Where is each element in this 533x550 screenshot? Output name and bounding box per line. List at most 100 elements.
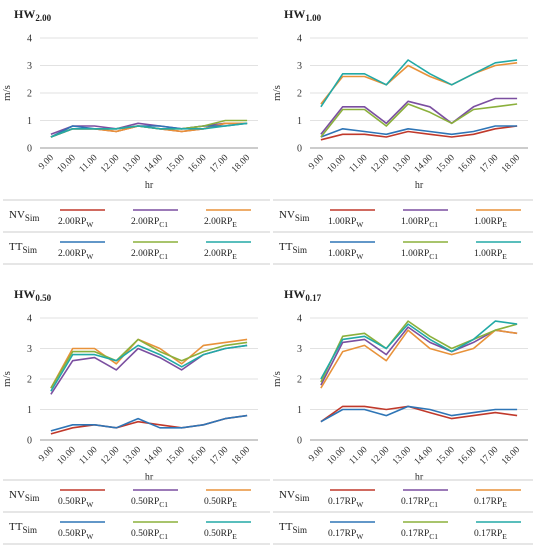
x-tick-label: 11.00 bbox=[348, 445, 370, 467]
panel-title: HW2.00 bbox=[14, 8, 51, 24]
legend-item-label-sub: W bbox=[86, 500, 94, 509]
legend-item-label-sub: E bbox=[502, 220, 507, 229]
x-tick-label: 16.00 bbox=[186, 445, 208, 467]
legend-row-label: TTSim bbox=[279, 241, 307, 255]
legend-item-label-main: 0.50RP bbox=[131, 497, 159, 507]
x-axis-title: hr bbox=[415, 472, 424, 483]
legend-item-label: 0.17RPW bbox=[328, 497, 364, 509]
legend-item-label: 0.17RPE bbox=[474, 497, 507, 509]
y-tick-label: 1 bbox=[27, 116, 32, 127]
y-tick-label: 3 bbox=[27, 61, 32, 72]
legend-row-label-sub: Sim bbox=[22, 245, 37, 255]
panel-title: HW0.17 bbox=[284, 288, 321, 304]
legend-row-label-main: TT bbox=[279, 521, 293, 533]
x-tick-label: 16.00 bbox=[456, 153, 478, 175]
x-tick-label: 11.00 bbox=[78, 153, 100, 175]
legend-row-label-main: NV bbox=[279, 489, 295, 501]
legend-row-label-main: NV bbox=[279, 209, 295, 221]
x-tick-label: 12.00 bbox=[369, 153, 391, 175]
x-tick-label: 17.00 bbox=[208, 153, 230, 175]
legend-row-label: TTSim bbox=[9, 521, 37, 535]
x-tick-label: 17.00 bbox=[478, 153, 500, 175]
legend-item-label: 0.17RPC1 bbox=[401, 529, 438, 541]
legend-item-label: 0.50RPE bbox=[204, 529, 237, 541]
legend-item-label-sub: E bbox=[232, 532, 237, 541]
legend-item-label-sub: C1 bbox=[159, 500, 168, 509]
legend-row-label-sub: Sim bbox=[22, 525, 37, 535]
x-tick-label: 12.00 bbox=[99, 445, 121, 467]
x-tick-label: 18.00 bbox=[230, 153, 252, 175]
x-tick-label: 13.00 bbox=[121, 445, 143, 467]
legend-item-label-main: 1.00RP bbox=[328, 217, 356, 227]
legend-item-label-sub: W bbox=[356, 500, 364, 509]
x-tick-label: 18.00 bbox=[230, 445, 252, 467]
legend-row-label-main: NV bbox=[9, 489, 25, 501]
x-tick-label: 10.00 bbox=[56, 445, 78, 467]
series-line bbox=[320, 320, 518, 383]
legend-item-label-main: 1.00RP bbox=[474, 249, 502, 259]
x-tick-label: 15.00 bbox=[435, 445, 457, 467]
panel-title-main: HW bbox=[14, 7, 36, 21]
legend-item-label-sub: W bbox=[356, 532, 364, 541]
x-axis-title: hr bbox=[145, 180, 154, 191]
panel-title-sub: 0.50 bbox=[35, 293, 52, 303]
y-tick-label: 2 bbox=[27, 89, 32, 100]
series-line bbox=[50, 122, 248, 136]
legend-item-label-sub: C1 bbox=[429, 220, 438, 229]
legend-item-label-sub: W bbox=[86, 252, 94, 261]
legend-item-label: 0.50RPW bbox=[58, 529, 94, 541]
y-tick-label: 3 bbox=[297, 344, 302, 355]
legend-item-label-sub: C1 bbox=[429, 532, 438, 541]
legend-item-label-sub: C1 bbox=[159, 532, 168, 541]
series-line bbox=[320, 329, 518, 389]
legend-item-label-main: 0.17RP bbox=[474, 497, 502, 507]
series-line bbox=[50, 122, 248, 138]
legend-item-label-main: 1.00RP bbox=[401, 249, 429, 259]
series-line bbox=[320, 320, 518, 380]
x-tick-label: 11.00 bbox=[78, 445, 100, 467]
y-axis-title: m/s bbox=[271, 85, 283, 101]
legend-row-label-sub: Sim bbox=[295, 213, 310, 223]
legend-row-label-main: NV bbox=[9, 209, 25, 221]
y-axis-title: m/s bbox=[271, 371, 283, 387]
legend-item-label-sub: C1 bbox=[159, 252, 168, 261]
legend-item-label: 1.00RPC1 bbox=[401, 217, 438, 229]
legend-item-label: 0.17RPE bbox=[474, 529, 507, 541]
legend-item-label: 1.00RPE bbox=[474, 249, 507, 261]
legend-item-label-sub: C1 bbox=[429, 252, 438, 261]
x-tick-label: 17.00 bbox=[478, 445, 500, 467]
y-tick-label: 2 bbox=[27, 375, 32, 386]
legend-item-label-main: 0.50RP bbox=[131, 529, 159, 539]
y-tick-label: 1 bbox=[297, 405, 302, 416]
x-tick-label: 9.00 bbox=[307, 445, 326, 464]
legend-row-label-sub: Sim bbox=[25, 213, 40, 223]
x-tick-label: 14.00 bbox=[143, 153, 165, 175]
x-tick-label: 16.00 bbox=[186, 153, 208, 175]
legend-item-label-main: 2.00RP bbox=[204, 249, 232, 259]
x-tick-label: 13.00 bbox=[121, 153, 143, 175]
legend-item-label-main: 0.17RP bbox=[328, 497, 356, 507]
legend-item-label-main: 0.17RP bbox=[401, 497, 429, 507]
panel-title-sub: 2.00 bbox=[35, 13, 52, 23]
panel-title-main: HW bbox=[284, 287, 306, 301]
x-tick-label: 14.00 bbox=[413, 445, 435, 467]
legend-row-label-main: TT bbox=[279, 241, 293, 253]
x-tick-label: 17.00 bbox=[208, 445, 230, 467]
x-tick-label: 15.00 bbox=[165, 445, 187, 467]
series-line bbox=[320, 59, 518, 108]
legend-item-label-main: 0.17RP bbox=[401, 529, 429, 539]
panel-title: HW1.00 bbox=[284, 8, 321, 24]
legend-item-label-sub: W bbox=[356, 252, 364, 261]
series-line bbox=[320, 405, 518, 423]
legend-item-label: 2.00RPC1 bbox=[131, 217, 168, 229]
legend-row-label-sub: Sim bbox=[25, 493, 40, 503]
y-axis-title: m/s bbox=[1, 371, 13, 387]
x-tick-label: 14.00 bbox=[413, 153, 435, 175]
y-tick-label: 0 bbox=[297, 144, 302, 155]
legend-item-label-main: 2.00RP bbox=[131, 217, 159, 227]
legend-item-label-main: 0.50RP bbox=[204, 529, 232, 539]
